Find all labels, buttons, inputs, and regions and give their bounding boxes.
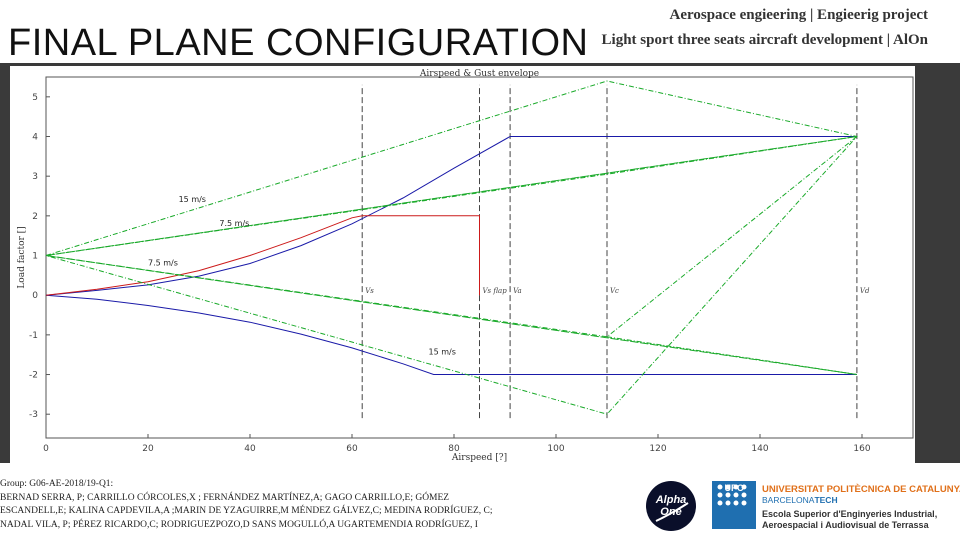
upc-logo: UPC bbox=[712, 481, 756, 529]
y-tick-label: 3 bbox=[32, 172, 38, 182]
x-tick-label: 40 bbox=[244, 444, 256, 454]
chart-title: Airspeed & Gust envelope bbox=[419, 69, 539, 79]
y-tick-label: -1 bbox=[29, 331, 38, 341]
gust-label: 7.5 m/s bbox=[219, 219, 249, 228]
chart-area: Airspeed & Gust envelope 0 20 40 60 80 100 120 1… bbox=[10, 66, 915, 463]
y-tick-label: 2 bbox=[32, 212, 38, 222]
x-tick-label: 100 bbox=[547, 444, 564, 454]
series-line-gust bbox=[45, 135, 859, 338]
alpha-one-logo: Alpha One bbox=[646, 481, 696, 531]
y-tick-label: 1 bbox=[32, 252, 38, 262]
series-line-clean bbox=[45, 136, 857, 296]
x-tick-label: 60 bbox=[346, 444, 358, 454]
speed-marker-label: Vc bbox=[610, 287, 619, 295]
plot-frame bbox=[45, 76, 914, 439]
x-tick-label: 140 bbox=[751, 444, 768, 454]
x-tick-label: 120 bbox=[649, 444, 666, 454]
speed-marker-label: Vs bbox=[365, 287, 374, 295]
university-subname: BARCELONATECH bbox=[762, 495, 960, 505]
x-tick-label: 0 bbox=[43, 444, 49, 454]
y-tick-label: 4 bbox=[32, 133, 38, 143]
gust-label: 15 m/s bbox=[179, 195, 206, 204]
x-tick-label: 20 bbox=[142, 444, 154, 454]
series-line-clean bbox=[45, 294, 857, 375]
speed-marker-label: Vs flap bbox=[483, 287, 508, 295]
course-header: Aerospace engieering | Engieerig project bbox=[669, 7, 928, 23]
alpha-one-logo-text: Alpha bbox=[655, 494, 687, 506]
series-line-gust bbox=[45, 80, 858, 415]
speed-marker-label: Va bbox=[513, 287, 522, 295]
x-tick-label: 80 bbox=[448, 444, 460, 454]
footer-line: BERNAD SERRA, P; CARRILLO CÓRCOLES,X ; F… bbox=[0, 492, 450, 503]
gust-label: 15 m/s bbox=[429, 348, 456, 357]
series-line-flap bbox=[45, 215, 480, 296]
footer-line: Group: G06-AE-2018/19-Q1: bbox=[0, 479, 114, 489]
airplane-icon bbox=[655, 502, 689, 522]
upc-dots-icon bbox=[717, 484, 747, 506]
speed-marker-label: Vd bbox=[860, 287, 870, 295]
gust-label: 7.5 m/s bbox=[148, 258, 178, 267]
y-tick-label: 0 bbox=[32, 291, 38, 301]
y-tick-label: -2 bbox=[29, 371, 38, 381]
upc-name-block: UNIVERSITAT POLITÈCNICA DE CATALUNYA BAR… bbox=[762, 484, 960, 531]
alpha-one-logo-text: One bbox=[660, 506, 682, 518]
university-subname-part: TECH bbox=[814, 495, 838, 505]
project-header: Light sport three seats aircraft develop… bbox=[601, 32, 928, 48]
university-name: UNIVERSITAT POLITÈCNICA DE CATALUNYA bbox=[762, 484, 960, 495]
footer-credits: Group: G06-AE-2018/19-Q1: BERNAD SERRA, … bbox=[0, 478, 493, 532]
slide-title: FINAL PLANE CONFIGURATION bbox=[8, 22, 589, 64]
school-name-line: Aeroespacial i Audiovisual de Terrassa bbox=[762, 520, 929, 530]
x-axis-label: Airspeed [?] bbox=[451, 453, 507, 463]
school-name-line: Escola Superior d'Enginyeries Industrial… bbox=[762, 509, 938, 519]
y-tick-label: -3 bbox=[29, 410, 38, 420]
y-tick-label: 5 bbox=[32, 93, 38, 103]
footer-line: NADAL VILA, P; PÉREZ RICARDO,C; RODRIGUE… bbox=[0, 519, 478, 530]
y-axis-label: Load factor [] bbox=[17, 226, 27, 288]
series-line-gust bbox=[606, 336, 857, 375]
university-subname-part: BARCELONA bbox=[762, 495, 815, 505]
footer-line: ESCANDELL,E; KALINA CAPDEVILA,A ;MARIN D… bbox=[0, 506, 493, 516]
x-tick-label: 160 bbox=[853, 444, 870, 454]
